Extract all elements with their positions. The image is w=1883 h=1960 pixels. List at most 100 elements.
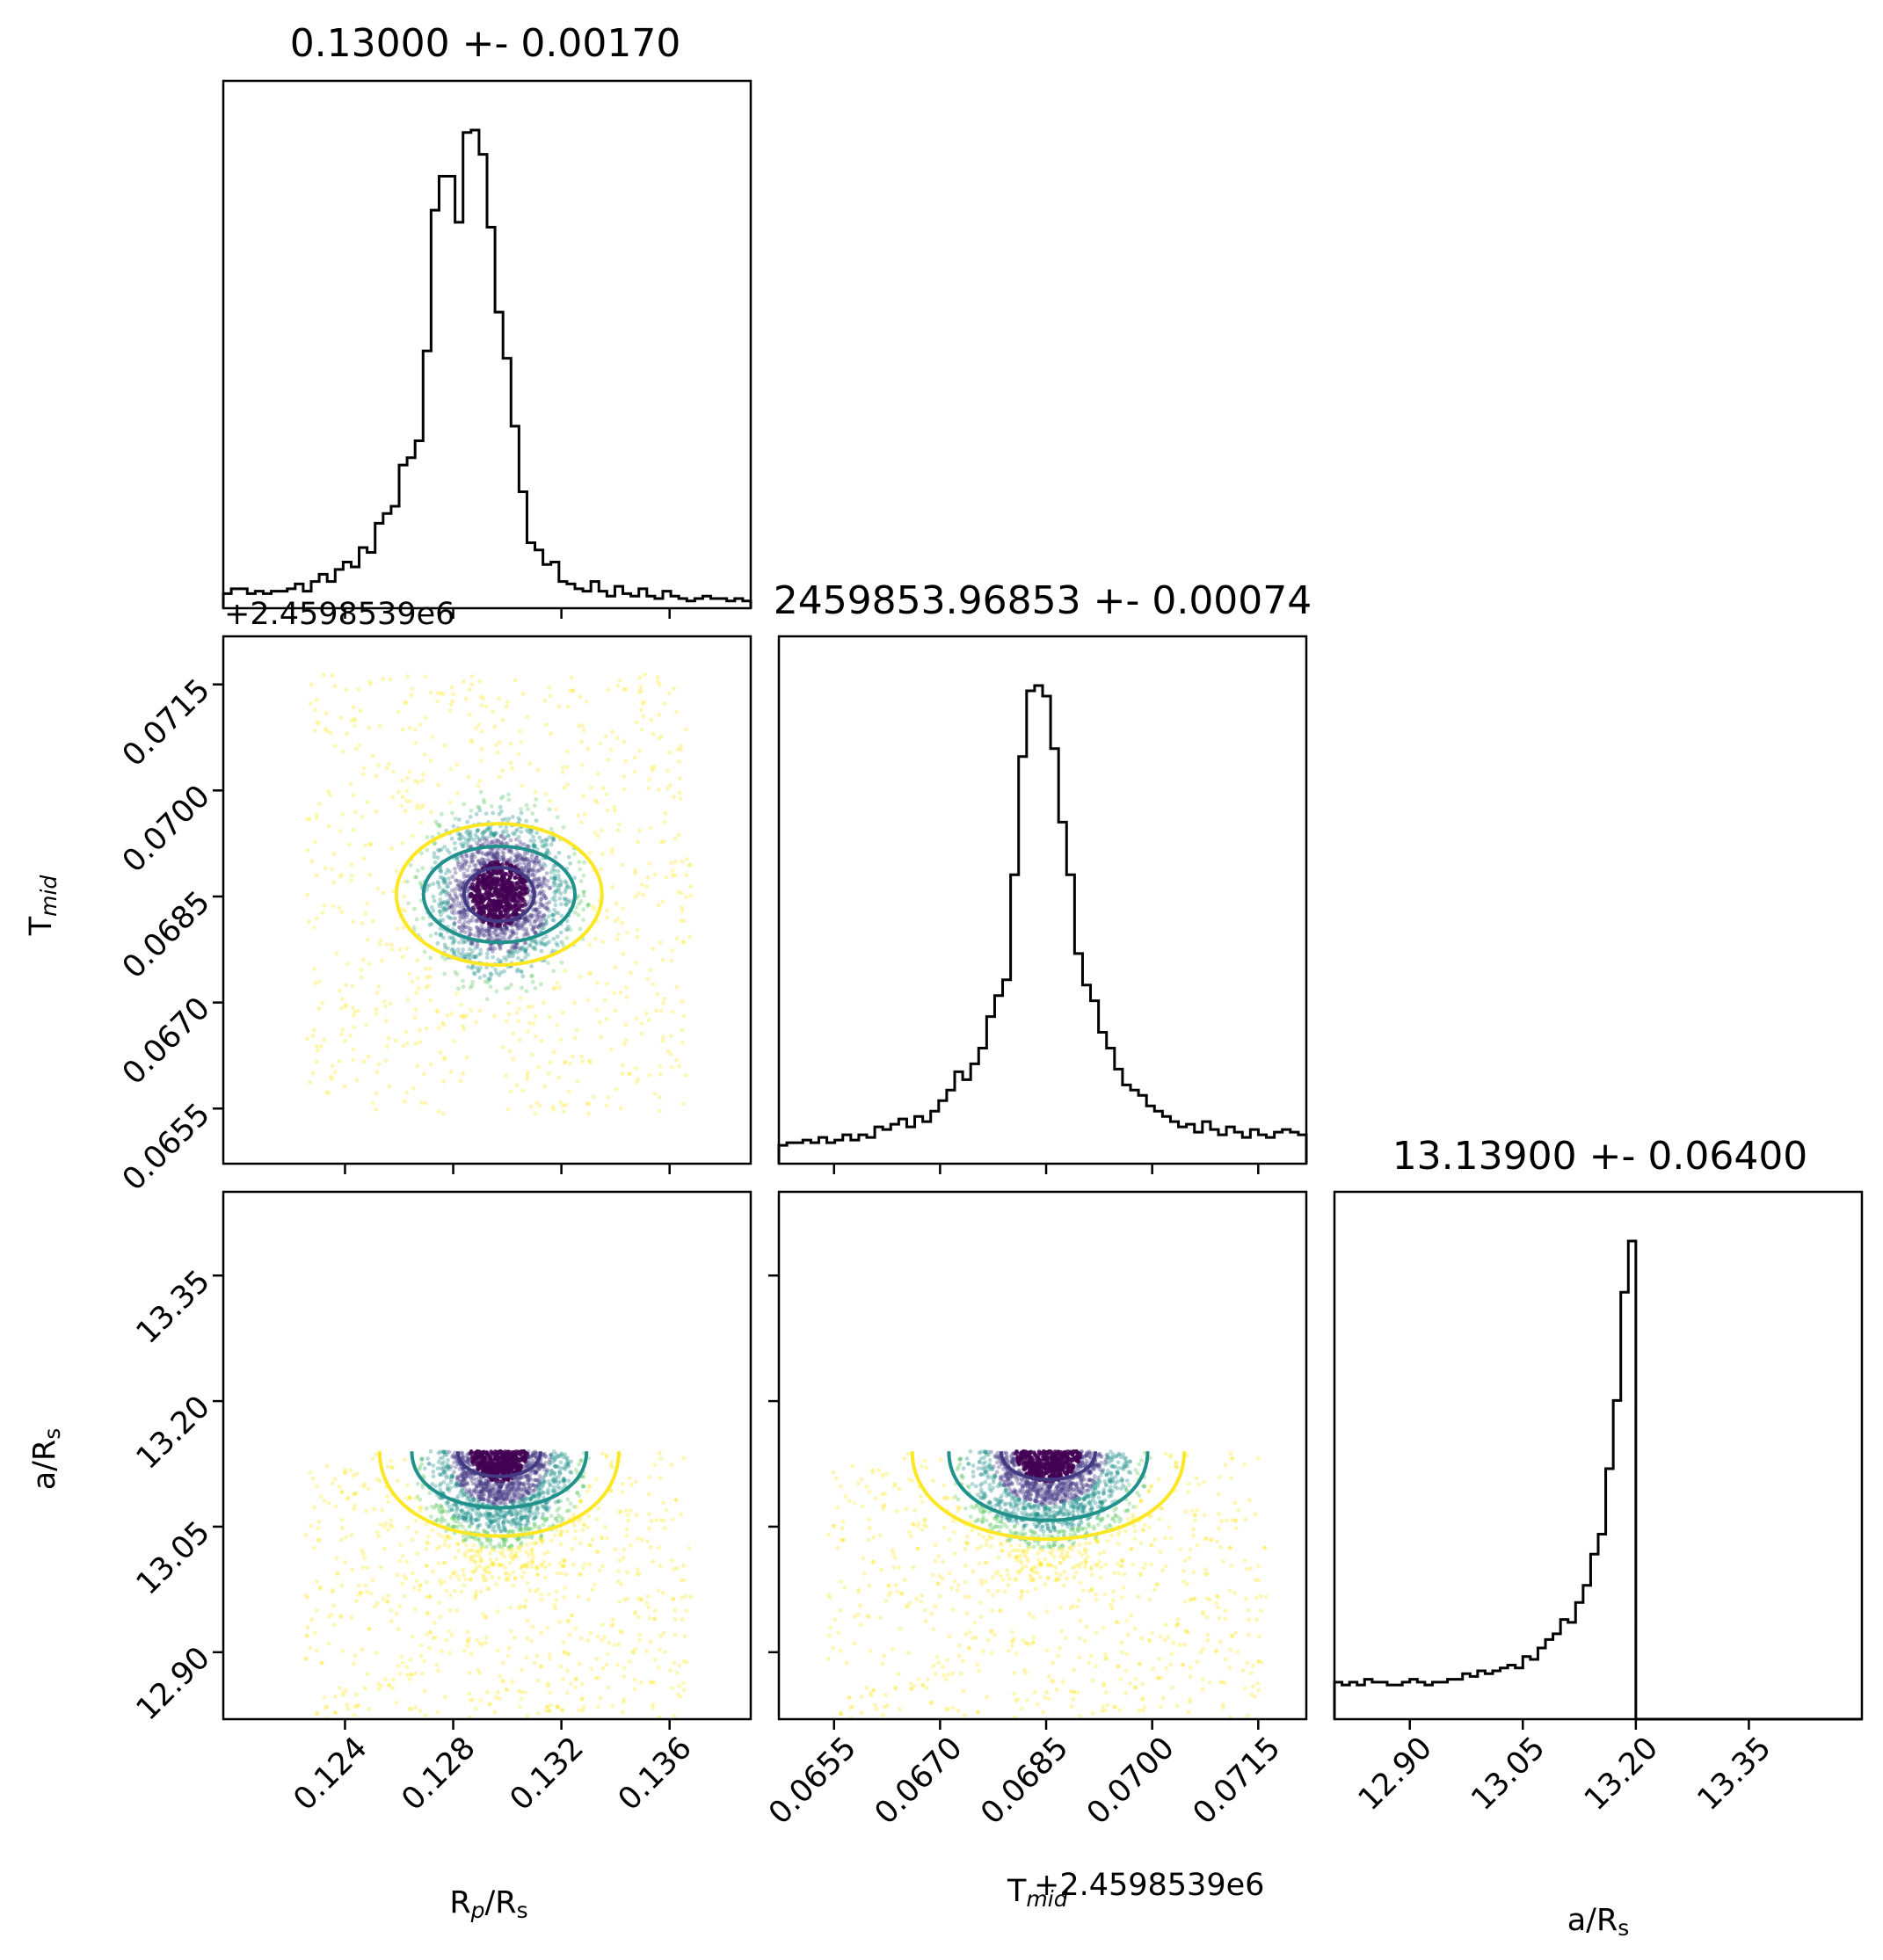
scatter-point [391, 1677, 396, 1682]
scatter-point [396, 1572, 400, 1578]
scatter-point [451, 950, 456, 955]
scatter-point [680, 1595, 685, 1601]
scatter-point [341, 749, 345, 754]
scatter-point [459, 954, 464, 958]
scatter-point [464, 1543, 469, 1548]
scatter-point [440, 1535, 445, 1540]
scatter-point [564, 1508, 570, 1514]
scatter-point [585, 746, 591, 751]
scatter-point [482, 910, 486, 915]
scatter-point [475, 925, 479, 930]
scatter-point [491, 832, 496, 838]
scatter-point [532, 918, 537, 924]
scatter-point [662, 1526, 667, 1530]
scatter-point [476, 722, 482, 727]
scatter-point [530, 945, 535, 950]
scatter-point [464, 874, 469, 879]
scatter-point [636, 891, 642, 896]
scatter-point [415, 1551, 420, 1557]
scatter-point [405, 1483, 410, 1488]
scatter-point [474, 1706, 478, 1711]
scatter-point [536, 882, 542, 887]
scatter-point [444, 908, 448, 912]
scatter-point [522, 921, 527, 926]
scatter-point [470, 965, 476, 969]
scatter-point [565, 1497, 571, 1502]
scatter-point [688, 883, 693, 889]
scatter-point [420, 772, 425, 777]
scatter-point [548, 1656, 553, 1661]
scatter-point [649, 1519, 654, 1523]
scatter-point [504, 957, 509, 962]
scatter-point [305, 847, 310, 853]
scatter-point [576, 894, 581, 898]
scatter-point [565, 883, 570, 889]
scatter-point [669, 860, 673, 866]
scatter-point [501, 858, 506, 863]
scatter-point [665, 1049, 671, 1054]
scatter-point [324, 1704, 330, 1710]
scatter-point [616, 1569, 621, 1573]
scatter-point [502, 969, 506, 974]
scatter-point [596, 1506, 601, 1511]
scatter-point [491, 901, 497, 906]
scatter-point [492, 1514, 497, 1519]
scatter-point [650, 765, 655, 770]
scatter-point [486, 947, 491, 952]
scatter-point [461, 1024, 465, 1029]
scatter-point [315, 1710, 319, 1716]
scatter-point [405, 1041, 410, 1046]
scatter-point [504, 925, 509, 930]
scatter-point [353, 746, 359, 751]
scatter-point [614, 736, 620, 741]
scatter-point [476, 827, 481, 832]
scatter-point [424, 1522, 429, 1527]
scatter-point [514, 949, 520, 955]
histogram-rp-rs: 0.13000 +- 0.00170 +2.4598539e6 [222, 21, 752, 632]
scatter-point [525, 1636, 529, 1641]
scatter-point [600, 1451, 605, 1456]
scatter-point [423, 674, 428, 679]
scatter-point [450, 1455, 454, 1459]
scatter-point [462, 908, 466, 912]
scatter-point [394, 1700, 399, 1705]
scatter-point [313, 839, 317, 845]
scatter-point [424, 1026, 429, 1031]
scatter-point [517, 1485, 521, 1490]
scatter-point [563, 969, 568, 974]
scatter-point [604, 1103, 609, 1108]
scatter-point [562, 1558, 566, 1564]
scatter-point [504, 926, 509, 931]
scatter-point [388, 677, 393, 682]
scatter-point [382, 1546, 387, 1551]
scatter-point [531, 925, 536, 929]
scatter-point [504, 1019, 509, 1024]
scatter-point [544, 842, 549, 847]
scatter-point [446, 946, 450, 951]
scatter-point [438, 1578, 443, 1583]
scatter-point [512, 921, 517, 926]
scatter-point [468, 894, 473, 898]
scatter-point [357, 743, 362, 748]
scatter-point [549, 1538, 554, 1543]
scatter-point [531, 845, 536, 850]
scatter-point [366, 1486, 371, 1492]
scatter-point [454, 1608, 460, 1613]
scatter-point [356, 1583, 361, 1588]
scatter-point [470, 1548, 476, 1553]
scatter-point [456, 1549, 462, 1553]
scatter-point [502, 936, 506, 941]
scatter-point [507, 1049, 513, 1054]
scatter-point [524, 918, 529, 924]
scatter-point [466, 887, 471, 891]
scatter-point [680, 905, 684, 910]
scatter-point [464, 853, 469, 858]
scatter-point [620, 920, 624, 926]
scatter-point [549, 1514, 554, 1519]
scatter-point [479, 881, 484, 886]
scatter-point [595, 1634, 600, 1639]
scatter-point [543, 837, 549, 842]
scatter-point [442, 1518, 447, 1523]
scatter-point [383, 1521, 388, 1526]
scatter-point [396, 926, 400, 932]
